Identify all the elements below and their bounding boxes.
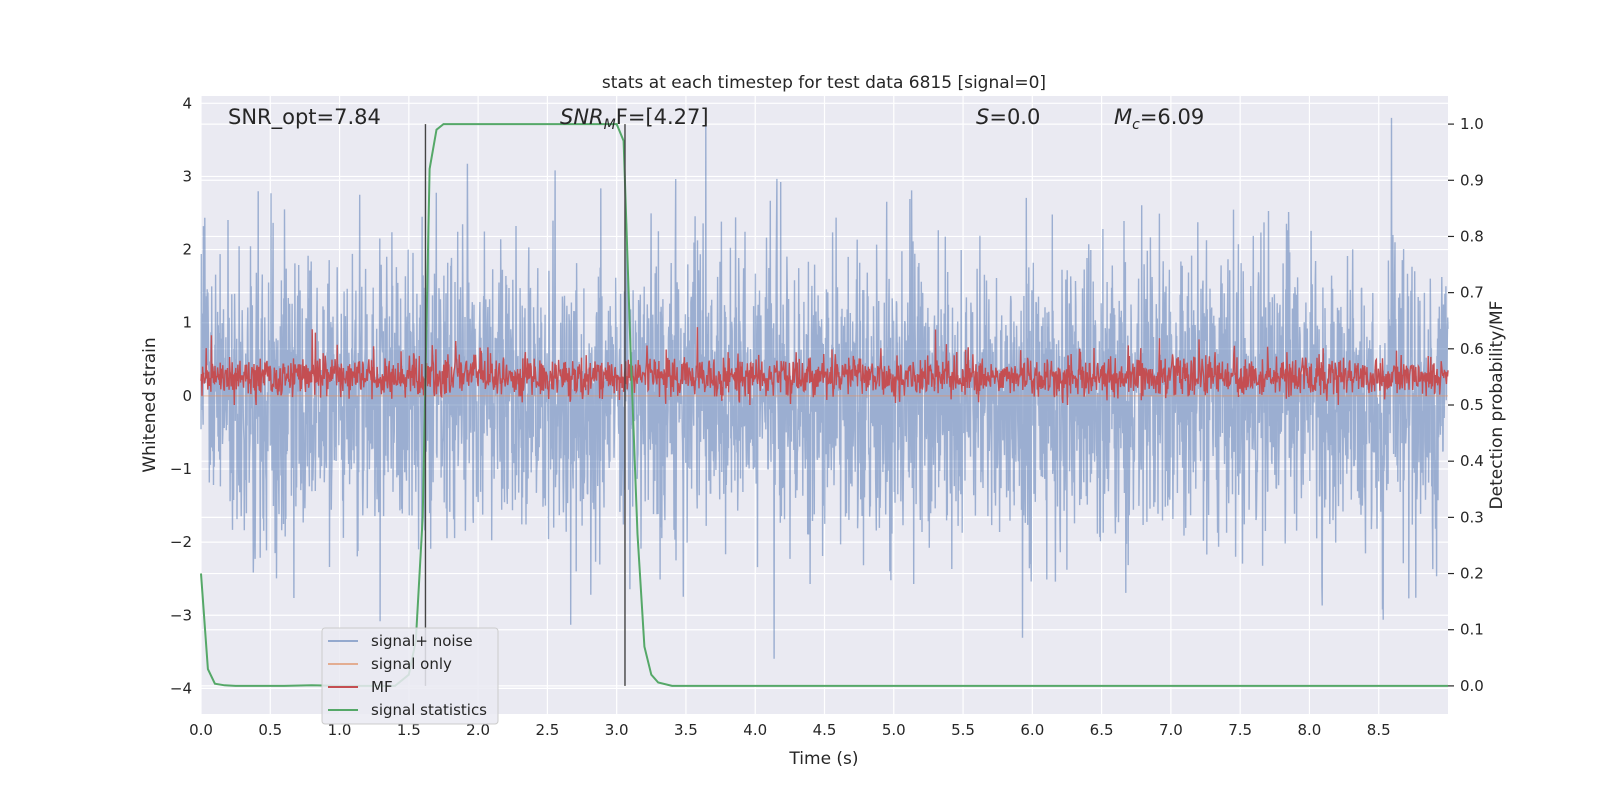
- y-right-tick-label: 0.0: [1460, 677, 1484, 695]
- y-left-tick-label: −3: [170, 606, 192, 624]
- x-tick-label: 3.0: [605, 721, 629, 739]
- x-tick-label: 8.0: [1298, 721, 1322, 739]
- annotation-s: S=0.0: [976, 105, 1040, 129]
- legend: signal+ noise signal only MF signal stat…: [321, 627, 499, 725]
- y-right-tick-label: 0.4: [1460, 452, 1484, 470]
- y-left-tick-label: 2: [182, 241, 192, 259]
- x-tick-label: 7.0: [1159, 721, 1183, 739]
- y-right-tick-label: 0.2: [1460, 565, 1484, 583]
- y-right-tick-label: 0.5: [1460, 396, 1484, 414]
- x-tick-label: 0.0: [189, 721, 213, 739]
- series-mf: [200, 327, 1449, 406]
- x-tick-label: 5.0: [882, 721, 906, 739]
- annotation-mc-sub: c: [1132, 117, 1140, 133]
- y-left-tick-label: −2: [170, 533, 192, 551]
- y-left-tick-label: 4: [182, 94, 192, 112]
- legend-label-signal-noise: signal+ noise: [371, 632, 473, 650]
- x-axis-label: Time (s): [788, 749, 858, 769]
- x-axis: 0.0 0.5 1.0 1.5 2.0 2.5 3.0 3.5 4.0 4.5 5.0 5.5 6.0 6…: [189, 721, 1391, 739]
- y-right-tick-label: 0.8: [1460, 227, 1484, 245]
- annotation-snr-mf-base: SNR: [560, 105, 604, 129]
- annotation-s-var: S: [976, 105, 989, 129]
- annotation-mc-var: M: [1114, 105, 1132, 129]
- series-signal-statistics: [200, 123, 1448, 687]
- y-left-tick-label: 1: [182, 314, 192, 332]
- annotation-snr-opt: SNR_opt=7.84: [228, 105, 381, 130]
- annotation-mc: Mc=6.09: [1114, 105, 1204, 133]
- legend-label-signal-only: signal only: [371, 655, 452, 673]
- x-tick-label: 6.5: [1090, 721, 1114, 739]
- y-left-tick-label: −4: [170, 679, 192, 697]
- annotation-snr-mf-sub: M: [604, 117, 616, 133]
- y-right-tick-label: 0.7: [1460, 284, 1484, 302]
- y-right-tick-label: 0.6: [1460, 340, 1484, 358]
- y-left-tick-label: −1: [170, 460, 192, 478]
- legend-label-signal-statistics: signal statistics: [371, 701, 487, 719]
- y-axis-right: 0.0 0.1 0.2 0.3 0.4 0.5 0.6 0.7 0.8 0.9 1.0: [1448, 115, 1484, 695]
- y-left-tick-label: 0: [182, 387, 192, 405]
- legend-box: [321, 627, 499, 725]
- x-tick-label: 5.5: [951, 721, 975, 739]
- x-tick-label: 2.0: [466, 721, 490, 739]
- y-axis-right-label: Detection probability/MF: [1487, 301, 1507, 510]
- x-tick-label: 1.0: [328, 721, 352, 739]
- chart-title: stats at each timestep for test data 681…: [602, 73, 1046, 93]
- legend-label-mf: MF: [371, 678, 393, 696]
- x-tick-label: 4.5: [813, 721, 837, 739]
- x-tick-label: 0.5: [258, 721, 282, 739]
- x-tick-label: 3.5: [674, 721, 698, 739]
- y-axis-left-label: Whitened strain: [140, 337, 160, 472]
- y-right-tick-label: 1.0: [1460, 115, 1484, 133]
- x-tick-label: 1.5: [397, 721, 421, 739]
- series-signal-noise: [200, 117, 1449, 659]
- y-left-tick-label: 3: [182, 167, 192, 185]
- vertical-markers: [424, 124, 626, 686]
- annotation-mc-rest: =6.09: [1140, 105, 1204, 129]
- x-tick-label: 8.5: [1367, 721, 1391, 739]
- y-right-tick-label: 0.9: [1460, 171, 1484, 189]
- x-tick-label: 7.5: [1228, 721, 1252, 739]
- line-signal-statistics: [200, 123, 1448, 687]
- annotation-snr-mf-rest: F=[4.27]: [616, 105, 709, 129]
- annotation-s-rest: =0.0: [989, 105, 1040, 129]
- x-tick-label: 2.5: [535, 721, 559, 739]
- line-signal-noise: [200, 117, 1449, 659]
- y-axis-left: −4 −3 −2 −1 0 1 2 3 4: [170, 94, 192, 697]
- x-tick-label: 4.0: [743, 721, 767, 739]
- line-mf: [200, 327, 1449, 406]
- y-right-tick-label: 0.1: [1460, 621, 1484, 639]
- annotation-snr-mf: SNRMF=[4.27]: [560, 105, 709, 133]
- x-tick-label: 6.0: [1020, 721, 1044, 739]
- y-right-tick-label: 0.3: [1460, 508, 1484, 526]
